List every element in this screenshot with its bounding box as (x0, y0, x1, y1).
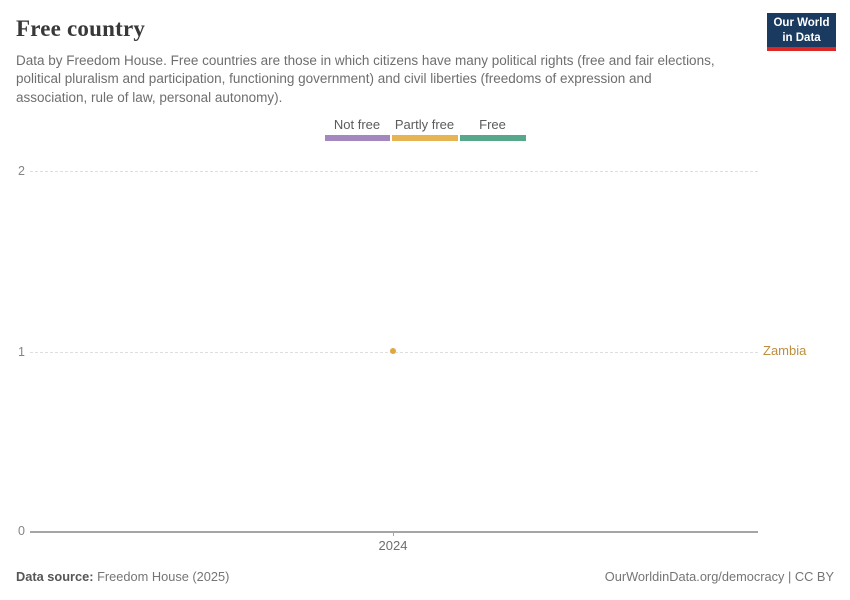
legend: Not free Partly free Free (0, 117, 850, 141)
data-source: Data source: Freedom House (2025) (16, 569, 229, 584)
chart-subtitle: Data by Freedom House. Free countries ar… (16, 53, 715, 105)
legend-swatch (324, 135, 390, 141)
x-tick-label: 2024 (378, 538, 408, 553)
owid-logo[interactable]: Our World in Data (767, 13, 836, 51)
entity-label[interactable]: Zambia (763, 343, 807, 358)
x-tick-mark (393, 531, 394, 536)
data-source-value: Freedom House (2025) (97, 569, 230, 584)
x-axis-line (30, 531, 758, 533)
chart-footer: Data source: Freedom House (2025) OurWor… (16, 569, 834, 584)
credit-link[interactable]: OurWorldinData.org/democracy | CC BY (604, 569, 834, 584)
legend-swatch (391, 135, 458, 141)
legend-label: Free (479, 117, 506, 132)
owid-logo-line2: in Data (782, 31, 821, 44)
legend-swatch (459, 135, 526, 141)
data-source-label: Data source: (16, 569, 94, 584)
legend-label: Not free (333, 117, 381, 132)
legend-label: Partly free (394, 117, 455, 132)
legend-item-partly-free[interactable]: Partly free (391, 117, 458, 141)
data-point[interactable] (390, 348, 396, 354)
legend-item-not-free[interactable]: Not free (324, 117, 390, 141)
owid-logo-line1: Our World (773, 17, 830, 29)
y-tick-label-1: 1 (18, 345, 25, 359)
legend-item-free[interactable]: Free (459, 117, 526, 141)
gridline-y2 (30, 171, 758, 172)
page-title: Free country (16, 16, 146, 41)
y-tick-label-0: 0 (18, 524, 25, 538)
y-tick-label-2: 2 (18, 164, 25, 178)
